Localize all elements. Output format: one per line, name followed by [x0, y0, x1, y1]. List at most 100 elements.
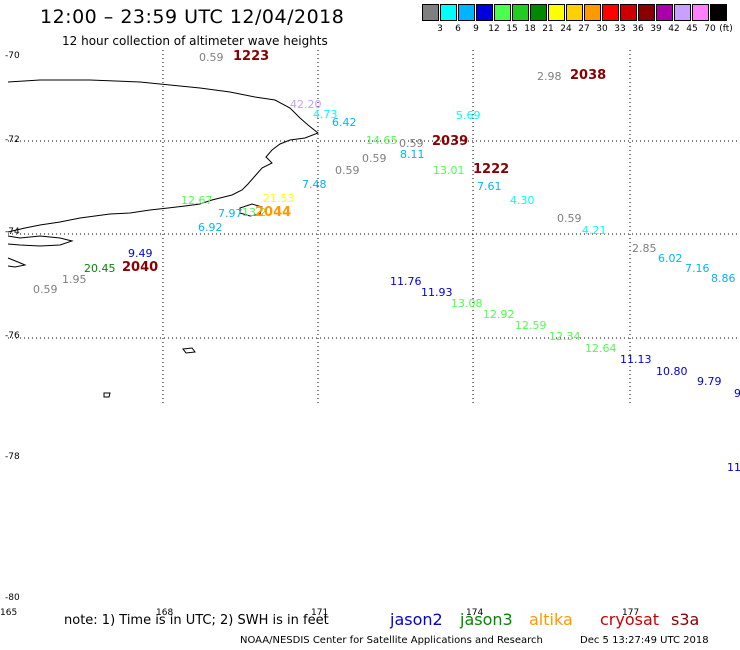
pass-time-label: 2040 — [122, 260, 159, 275]
wave-height-value: 14.65 — [366, 134, 398, 147]
color-swatch — [566, 4, 583, 21]
color-scale-label: 36 — [632, 24, 644, 34]
color-swatch — [620, 4, 637, 21]
color-swatch — [494, 4, 511, 21]
color-scale-label: 42 — [668, 24, 680, 34]
color-scale-label: 24 — [560, 24, 572, 34]
wave-height-value: 12.64 — [585, 342, 617, 355]
wave-height-value: 5.69 — [456, 109, 481, 122]
footer-note: note: 1) Time is in UTC; 2) SWH is in fe… — [64, 613, 329, 628]
lon-label: 174 — [466, 608, 484, 618]
wave-height-value: 12.67 — [181, 194, 213, 207]
wave-height-value: 8.86 — [711, 272, 736, 285]
color-swatch — [548, 4, 565, 21]
wave-height-value: 6.42 — [332, 116, 357, 129]
color-scale-label: 18 — [524, 24, 536, 34]
wave-height-value: 0.59 — [33, 283, 58, 296]
wave-height-value: 6.02 — [658, 252, 683, 265]
wave-height-value: 2.85 — [632, 242, 657, 255]
wave-height-value: 0.59 — [335, 164, 360, 177]
wave-height-value: 11.13 — [620, 353, 652, 366]
wave-height-value: 4.73 — [313, 108, 338, 121]
wave-height-value: 7.16 — [685, 262, 710, 275]
wave-height-value: 7.61 — [477, 180, 502, 193]
color-scale-label: 39 — [650, 24, 662, 34]
pass-time-label: 1223 — [233, 49, 270, 64]
color-scale-label: 70 — [704, 24, 716, 34]
color-scale-label: 3 — [437, 24, 443, 34]
pass-time-label: 2038 — [570, 68, 607, 83]
wave-height-value: 8.11 — [400, 148, 425, 161]
legend-cryosat: cryosat — [600, 610, 660, 629]
legend-jason2: jason2 — [390, 610, 443, 629]
wave-height-value: 21.53 — [263, 192, 295, 205]
wave-height-value: 0.59 — [199, 51, 224, 64]
wave-height-value: 12.34 — [549, 330, 581, 343]
wave-height-value: 12.59 — [515, 319, 547, 332]
lon-label: 168 — [156, 608, 174, 618]
wave-height-value: 9.49 — [128, 247, 153, 260]
color-swatch — [656, 4, 673, 21]
color-swatch — [584, 4, 601, 21]
color-swatch — [440, 4, 457, 21]
color-scale-label: 15 — [506, 24, 518, 34]
graticule — [8, 50, 740, 405]
lat-label: -80 — [5, 593, 20, 603]
wave-height-value: 0.59 — [399, 137, 424, 150]
color-swatch — [530, 4, 547, 21]
wave-height-value: 13.08 — [451, 297, 483, 310]
color-scale-label: 33 — [614, 24, 626, 34]
pass-time-label: 2044 — [255, 205, 292, 220]
color-swatch — [710, 4, 727, 21]
wave-height-value: 4.30 — [510, 194, 535, 207]
wave-height-value: 11 — [727, 461, 740, 474]
wave-height-value: 0.59 — [362, 152, 387, 165]
wave-height-value: 11.76 — [390, 275, 422, 288]
lat-label: -72 — [5, 135, 20, 145]
lat-label: -78 — [5, 452, 20, 462]
color-scale-label: 6 — [455, 24, 461, 34]
color-swatch — [422, 4, 439, 21]
wave-height-value: 7.97 — [218, 207, 243, 220]
lat-label: -76 — [5, 331, 20, 341]
generation-timestamp: Dec 5 13:27:49 UTC 2018 — [580, 635, 709, 646]
color-swatch — [512, 4, 529, 21]
credit-line: NOAA/NESDIS Center for Satellite Applica… — [240, 635, 543, 646]
color-swatch — [674, 4, 691, 21]
color-scale-label: 45 — [686, 24, 698, 34]
color-scale-label: 9 — [473, 24, 479, 34]
legend-altika: altika — [529, 610, 573, 629]
chart-title: 12:00 – 23:59 UTC 12/04/2018 — [40, 6, 345, 28]
color-scale-label: 30 — [596, 24, 608, 34]
wave-height-value: 4.21 — [582, 224, 607, 237]
color-swatch — [476, 4, 493, 21]
lon-label: 177 — [622, 608, 640, 618]
lat-label: -70 — [5, 51, 20, 61]
color-swatch — [602, 4, 619, 21]
lon-label: 171 — [311, 608, 329, 618]
wave-height-value: 6.92 — [198, 221, 223, 234]
wave-height-value: 42.20 — [290, 98, 322, 111]
wave-height-value: 7.48 — [302, 178, 327, 191]
legend-s3a: s3a — [671, 610, 700, 629]
wave-height-value: 2.98 — [537, 70, 562, 83]
wave-height-value: 13.2 — [242, 206, 267, 219]
lat-label: -74 — [5, 227, 20, 237]
pass-time-label: 2039 — [432, 134, 469, 149]
wave-height-value: 11.93 — [421, 286, 453, 299]
wave-height-value: 20.45 — [84, 262, 116, 275]
wave-height-value: 9.79 — [697, 375, 722, 388]
pass-time-label: 1222 — [473, 162, 510, 177]
wave-height-value: 1.95 — [62, 273, 87, 286]
color-scale-unit: (ft) — [719, 24, 733, 34]
lon-label: 165 — [0, 608, 18, 618]
color-swatch — [638, 4, 655, 21]
wave-height-value: 13.01 — [433, 164, 465, 177]
coastline — [7, 79, 319, 398]
wave-height-value: 9 — [734, 387, 740, 400]
wave-height-value: 12.92 — [483, 308, 515, 321]
color-swatch — [692, 4, 709, 21]
legend-jason3: jason3 — [460, 610, 513, 629]
wave-height-value: 10.80 — [656, 365, 688, 378]
